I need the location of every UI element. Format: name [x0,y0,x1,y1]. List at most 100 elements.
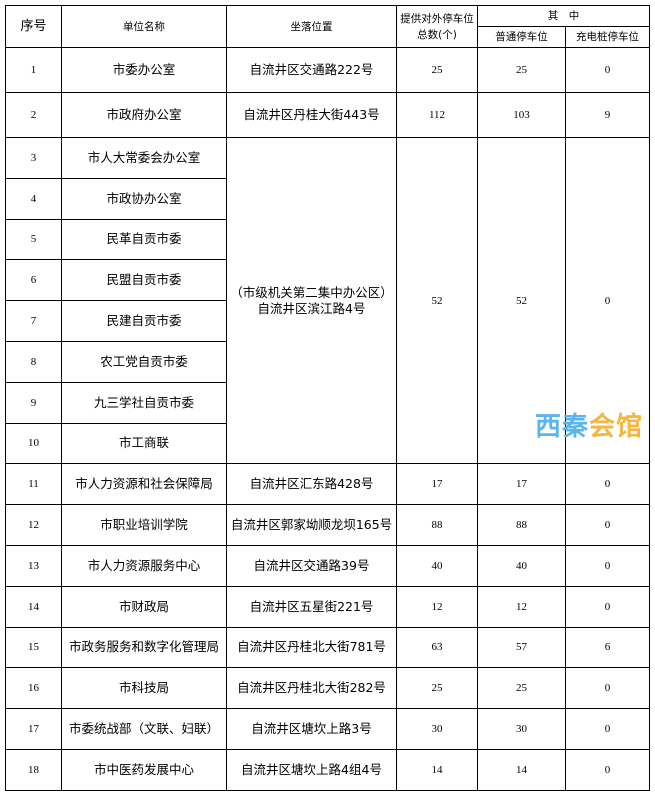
table-row: 10 市工商联 [5,422,650,465]
unit-name: 民盟自贡市委 [61,259,227,302]
regular-spaces: 40 [477,544,566,587]
table-row: 13 市人力资源服务中心 自流井区交通路39号 40 40 0 [5,544,650,587]
regular-spaces: 103 [477,92,566,138]
table-row: 16 市科技局 自流井区丹桂北大街282号 25 25 0 [5,667,650,710]
total-spaces: 14 [396,748,478,791]
charging-spaces: 0 [565,47,650,93]
table-row: 2 市政府办公室 自流井区丹桂大街443号 112 103 9 [5,92,650,138]
header-location: 坐落位置 [226,5,397,48]
regular-spaces: 52 [477,136,566,465]
unit-name: 民建自贡市委 [61,300,227,342]
table-row: 6 民盟自贡市委 [5,259,650,302]
table-row: 18 市中医药发展中心 自流井区塘坎上路4组4号 14 14 0 [5,748,650,791]
regular-spaces: 14 [477,748,566,791]
unit-name: 九三学社自贡市委 [61,381,227,424]
table-row: 3 市人大常委会办公室 （市级机关第二集中办公区） 自流井区滨江路4号 52 52 0 [5,136,650,465]
location: 自流井区交通路39号 [226,544,397,587]
watermark-part: 西秦 [534,412,589,442]
unit-name: 市中医药发展中心 [61,748,227,791]
row-index: 12 [5,504,62,546]
location: 自流井区丹桂大街443号 [226,92,397,138]
unit-name: 民革自贡市委 [61,218,227,261]
watermark-part: 会馆 [588,412,643,442]
unit-name: 市政协办公室 [61,177,227,220]
charging-spaces: 0 [565,708,650,750]
location: （市级机关第二集中办公区） 自流井区滨江路4号 [226,136,397,465]
location: 自流井区丹桂北大街781号 [226,626,397,669]
row-index: 14 [5,585,62,628]
row-index: 16 [5,667,62,710]
table-row: 15 市政务服务和数字化管理局 自流井区丹桂北大街781号 63 57 6 [5,626,650,669]
header-charging: 充电桩停车位 [565,26,650,48]
table-row: 17 市委统战部（文联、妇联） 自流井区塘坎上路3号 30 30 0 [5,708,650,750]
table-row: 4 市政协办公室 [5,177,650,220]
row-index: 15 [5,626,62,669]
unit-name: 市科技局 [61,667,227,710]
watermark-logo: 西秦会馆 [535,412,643,442]
charging-spaces: 0 [565,544,650,587]
unit-name: 市财政局 [61,585,227,628]
row-index: 13 [5,544,62,587]
header-regular: 普通停车位 [477,26,566,48]
unit-name: 市委办公室 [61,47,227,93]
regular-spaces: 17 [477,463,566,506]
row-index: 11 [5,463,62,506]
total-spaces: 17 [396,463,478,506]
total-spaces: 25 [396,667,478,710]
row-index: 2 [5,92,62,138]
table-row: 5 民革自贡市委 [5,218,650,261]
regular-spaces: 25 [477,47,566,93]
location-line: 自流井区滨江路4号 [257,300,366,316]
charging-spaces: 0 [565,504,650,546]
charging-spaces: 0 [565,667,650,710]
charging-spaces: 0 [565,136,650,465]
location: 自流井区塘坎上路4组4号 [226,748,397,791]
table-row: 8 农工党自贡市委 [5,340,650,383]
total-spaces: 52 [396,136,478,465]
regular-spaces: 25 [477,667,566,710]
unit-name: 市人大常委会办公室 [61,137,227,179]
total-spaces: 25 [396,47,478,93]
table-row: 12 市职业培训学院 自流井区郭家坳顺龙坝165号 88 88 0 [5,504,650,546]
row-index: 4 [5,177,62,220]
unit-name: 市人力资源和社会保障局 [61,463,227,506]
row-index: 7 [5,300,62,342]
header-name: 单位名称 [61,5,227,48]
total-spaces: 40 [396,544,478,587]
total-spaces: 63 [396,626,478,669]
total-spaces: 112 [396,92,478,138]
location: 自流井区五星街221号 [226,585,397,628]
location: 自流井区交通路222号 [226,47,397,93]
regular-spaces: 88 [477,504,566,546]
row-index: 18 [5,748,62,791]
row-index: 10 [5,422,62,465]
row-index: 1 [5,47,62,93]
table-row: 14 市财政局 自流井区五星街221号 12 12 0 [5,585,650,628]
row-index: 17 [5,708,62,750]
total-spaces: 88 [396,504,478,546]
location-line: （市级机关第二集中办公区） [230,284,393,300]
row-index: 8 [5,340,62,383]
regular-spaces: 12 [477,585,566,628]
charging-spaces: 9 [565,92,650,138]
row-index: 9 [5,381,62,424]
row-index: 6 [5,259,62,302]
header-total: 提供对外停车位总数(个) [396,5,478,48]
parking-table: 序号 单位名称 坐落位置 提供对外停车位总数(个) 其 中 普通停车位 充电桩停… [5,5,650,791]
row-index: 3 [5,137,62,179]
unit-name: 市工商联 [61,422,227,465]
total-spaces: 30 [396,708,478,750]
regular-spaces: 30 [477,708,566,750]
charging-spaces: 0 [565,463,650,506]
location: 自流井区塘坎上路3号 [226,708,397,750]
header-group: 其 中 [477,5,650,27]
row-index: 5 [5,218,62,261]
regular-spaces: 57 [477,626,566,669]
location: 自流井区汇东路428号 [226,463,397,506]
unit-name: 市人力资源服务中心 [61,544,227,587]
unit-name: 市政务服务和数字化管理局 [61,626,227,669]
unit-name: 市委统战部（文联、妇联） [61,708,227,750]
charging-spaces: 0 [565,748,650,791]
location: 自流井区丹桂北大街282号 [226,667,397,710]
unit-name: 农工党自贡市委 [61,340,227,383]
